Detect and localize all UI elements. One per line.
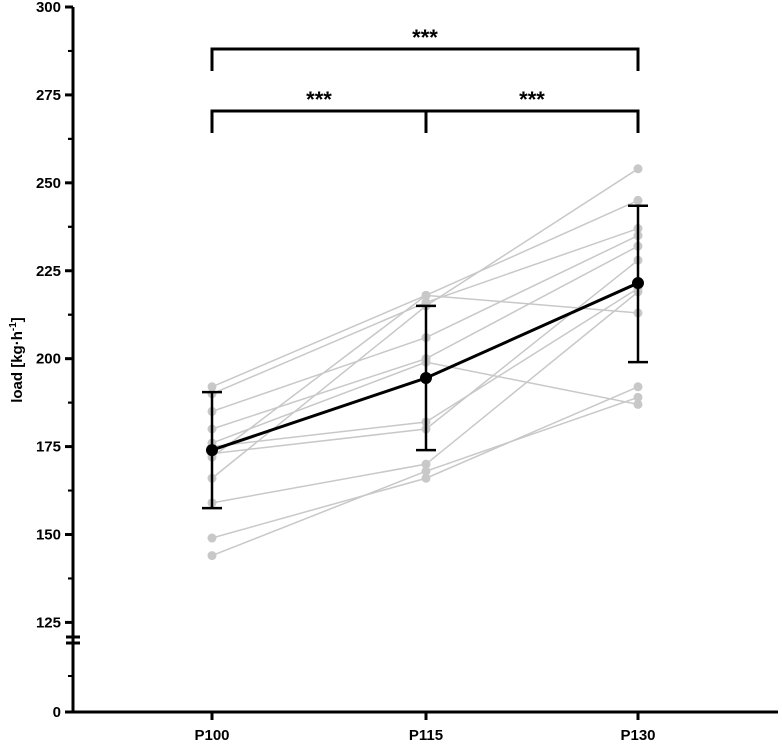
- individual-point: [207, 551, 217, 561]
- y-tick-label: 300: [36, 0, 61, 16]
- y-axis-label: load [kg·h-1]: [8, 317, 26, 403]
- significance-bracket: [210, 47, 640, 71]
- y-axis-label-sup: -1: [8, 322, 19, 331]
- significance-label: ***: [412, 25, 438, 50]
- mean-point: [420, 372, 432, 385]
- significance-bracket: [210, 109, 428, 133]
- individual-point: [421, 466, 431, 476]
- individual-point: [421, 290, 431, 300]
- significance-label: ***: [306, 87, 332, 112]
- y-tick-label: 125: [36, 614, 61, 631]
- individual-point: [633, 164, 643, 174]
- x-tick-label: P100: [194, 727, 229, 744]
- mean-series-group: [202, 204, 648, 510]
- mean-point: [632, 277, 644, 290]
- mean-point: [206, 444, 218, 457]
- individual-point: [633, 382, 643, 392]
- x-tick-label: P130: [620, 727, 655, 744]
- x-tick-label: P115: [409, 727, 443, 744]
- y-axis-label-end: ]: [9, 317, 26, 322]
- y-tick-label: 150: [36, 527, 61, 544]
- y-axis-label-main: load [kg·h: [9, 331, 26, 403]
- significance-bracket: [424, 109, 640, 133]
- individual-point: [207, 382, 217, 392]
- individual-point: [633, 392, 643, 402]
- individual-point: [207, 533, 217, 543]
- significance-brackets: *** *** ***: [210, 25, 640, 133]
- significance-label: ***: [519, 87, 545, 112]
- individual-point: [421, 459, 431, 469]
- individual-point: [421, 473, 431, 483]
- y-tick-label: 275: [36, 87, 61, 104]
- y-tick-label: 175: [36, 439, 61, 456]
- y-tick-label: 0: [53, 704, 61, 721]
- y-tick-label: 225: [36, 263, 61, 280]
- y-tick-label: 200: [36, 351, 61, 368]
- y-tick-label: 250: [36, 175, 61, 192]
- individual-point: [633, 195, 643, 205]
- individual-point: [633, 399, 643, 409]
- axes: 125 150 175 200 225 250 275 300 0 P100 P115 P130: [36, 0, 778, 744]
